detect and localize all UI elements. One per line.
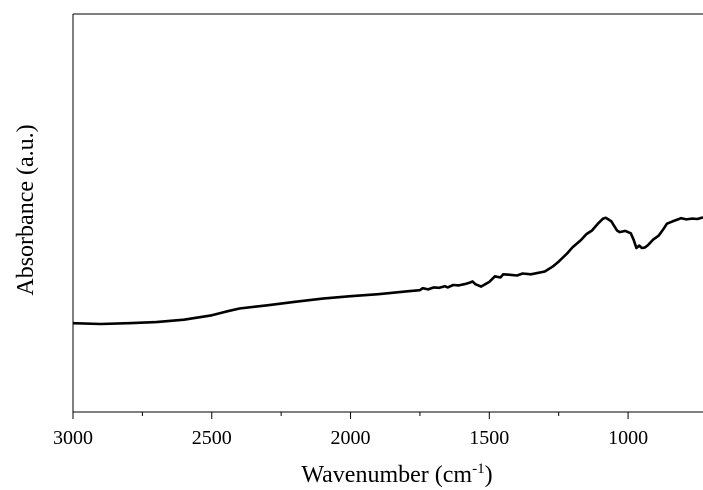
x-axis-tick-labels: 3000 2500 2000 1500 1000	[53, 427, 648, 449]
y-axis-title: Absorbance (a.u.)	[13, 124, 39, 295]
x-tick-label-1000: 1000	[608, 427, 648, 449]
x-axis-title-main: Wavenumber (cm	[301, 462, 472, 488]
x-tick-label-2500: 2500	[192, 427, 232, 449]
x-tick-label-2000: 2000	[331, 427, 371, 449]
x-axis-title-superscript: -1	[472, 461, 485, 477]
x-tick-label-1500: 1500	[469, 427, 509, 449]
x-axis-title: Wavenumber (cm-1)	[301, 461, 492, 488]
plot-frame	[72, 13, 703, 413]
absorbance-series-line	[72, 216, 703, 326]
x-axis-title-close: )	[485, 462, 493, 488]
x-axis-ticks	[72, 412, 629, 419]
x-tick-label-3000: 3000	[53, 427, 93, 449]
